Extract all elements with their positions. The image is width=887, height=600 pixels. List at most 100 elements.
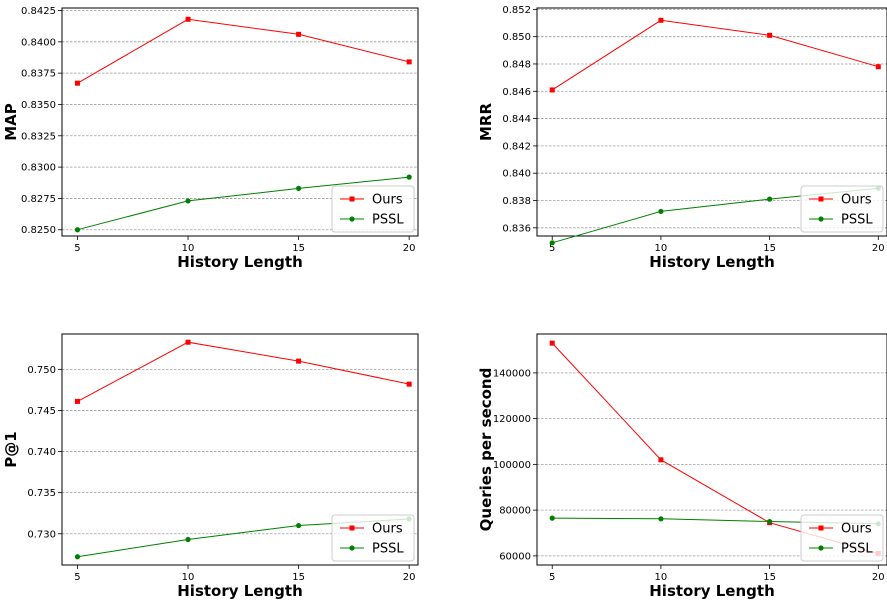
x-tick-label: 15 — [292, 243, 305, 254]
data-point-ours — [74, 398, 80, 404]
data-point-pssl — [185, 198, 191, 204]
series-line-ours — [77, 341, 410, 402]
y-tick-label: 0.848 — [502, 59, 531, 70]
chart-panel-3: 0.730 0.735 0.740 0.745 0.750 5 10 15 20 History … — [2, 333, 419, 600]
y-axis-title: P@1 — [2, 431, 20, 467]
legend: Ours PSSL — [331, 514, 415, 562]
legend-label: Ours — [372, 193, 403, 208]
data-point-ours — [74, 80, 80, 86]
y-tick-label: 0.8300 — [21, 163, 56, 174]
y-tick-label: 0.850 — [502, 32, 531, 43]
chart-panel-2: 0.836 0.838 0.840 0.842 0.844 0.846 0.848 0.850… — [477, 5, 887, 271]
legend-marker — [349, 545, 355, 551]
legend-marker — [818, 196, 824, 202]
y-tick-label: 0.730 — [27, 529, 56, 540]
y-axis-title: MAP — [2, 103, 20, 141]
data-point-ours — [549, 340, 555, 346]
x-tick-label: 5 — [549, 243, 555, 254]
y-tick-label: 0.842 — [502, 141, 531, 152]
y-tick-label: 0.745 — [27, 406, 56, 417]
data-point-ours — [658, 17, 664, 23]
data-point-pssl — [406, 174, 412, 180]
chart-panel-4: 60000 80000 100000 120000 140000 5 10 15 20 Histo… — [477, 333, 887, 600]
y-tick-label: 0.740 — [27, 447, 56, 458]
y-tick-label: 0.8425 — [21, 6, 56, 17]
legend-marker — [818, 525, 824, 531]
legend-label: PSSL — [841, 213, 873, 228]
x-tick-label: 20 — [872, 572, 885, 583]
legend-marker — [818, 545, 824, 551]
data-point-ours — [658, 457, 664, 463]
legend-marker — [818, 216, 824, 222]
data-point-ours — [185, 339, 191, 345]
data-point-ours — [296, 358, 302, 364]
x-tick-label: 20 — [403, 243, 416, 254]
x-tick-label: 15 — [763, 243, 776, 254]
chart-panel-1: 0.8250 0.8275 0.8300 0.8325 0.8350 0.8375 0.84… — [2, 6, 419, 271]
legend-label: Ours — [841, 193, 872, 208]
y-tick-label: 100000 — [493, 460, 531, 471]
legend-label: PSSL — [841, 542, 873, 557]
y-tick-label: 0.8350 — [21, 100, 56, 111]
x-tick-label: 20 — [403, 572, 416, 583]
data-point-pssl — [549, 515, 555, 521]
y-axis-title: Queries per second — [477, 368, 495, 532]
y-tick-label: 0.8250 — [21, 225, 56, 236]
data-point-pssl — [295, 522, 302, 529]
y-tick-label: 140000 — [493, 368, 531, 379]
legend-label: Ours — [372, 522, 403, 537]
series-line-ours — [77, 18, 410, 84]
data-point-ours — [549, 87, 555, 93]
data-point-pssl — [658, 516, 664, 522]
x-tick-label: 10 — [182, 243, 195, 254]
legend: Ours PSSL — [800, 185, 884, 233]
x-tick-label: 10 — [655, 243, 668, 254]
legend: Ours PSSL — [331, 185, 415, 233]
legend-label: Ours — [841, 522, 872, 537]
data-point-ours — [767, 32, 773, 38]
plot-frame — [536, 7, 887, 237]
x-tick-label: 10 — [182, 572, 195, 583]
y-tick-label: 0.838 — [502, 196, 531, 207]
series-line-ours — [551, 19, 879, 91]
x-tick-label: 20 — [872, 243, 885, 254]
data-point-ours — [875, 64, 881, 70]
data-point-pssl — [74, 227, 81, 233]
y-tick-label: 0.836 — [502, 223, 531, 234]
y-tick-label: 0.852 — [502, 5, 531, 16]
plot-frame — [61, 7, 419, 237]
data-point-pssl — [295, 185, 302, 191]
y-tick-label: 60000 — [499, 551, 531, 562]
y-tick-label: 0.8275 — [21, 194, 56, 205]
data-point-pssl — [185, 536, 191, 543]
x-axis-title: History Length — [649, 253, 775, 271]
data-point-pssl — [549, 240, 555, 246]
y-tick-label: 0.8375 — [21, 69, 56, 80]
y-tick-label: 0.846 — [502, 87, 531, 98]
x-axis-title: History Length — [177, 253, 303, 271]
y-tick-label: 0.8325 — [21, 131, 56, 142]
data-point-ours — [185, 16, 191, 22]
y-axis-title: MRR — [477, 103, 495, 141]
legend-marker — [349, 216, 355, 222]
series-line-pssl — [77, 176, 410, 231]
y-tick-label: 0.840 — [502, 169, 531, 180]
plot-frame — [536, 333, 887, 566]
y-tick-label: 0.750 — [27, 365, 56, 376]
x-tick-label: 10 — [655, 572, 668, 583]
y-tick-label: 80000 — [499, 506, 531, 517]
data-point-pssl — [767, 518, 773, 525]
legend-label: PSSL — [372, 542, 404, 557]
data-point-pssl — [767, 196, 773, 202]
x-tick-label: 5 — [74, 572, 80, 583]
x-tick-label: 15 — [763, 572, 776, 583]
x-tick-label: 15 — [292, 572, 305, 583]
data-point-ours — [296, 31, 302, 37]
y-tick-label: 0.844 — [502, 114, 531, 125]
y-tick-label: 120000 — [493, 414, 531, 425]
x-tick-label: 5 — [549, 572, 555, 583]
x-axis-title: History Length — [649, 582, 775, 600]
data-point-pssl — [658, 208, 664, 215]
x-axis-title: History Length — [177, 582, 303, 600]
